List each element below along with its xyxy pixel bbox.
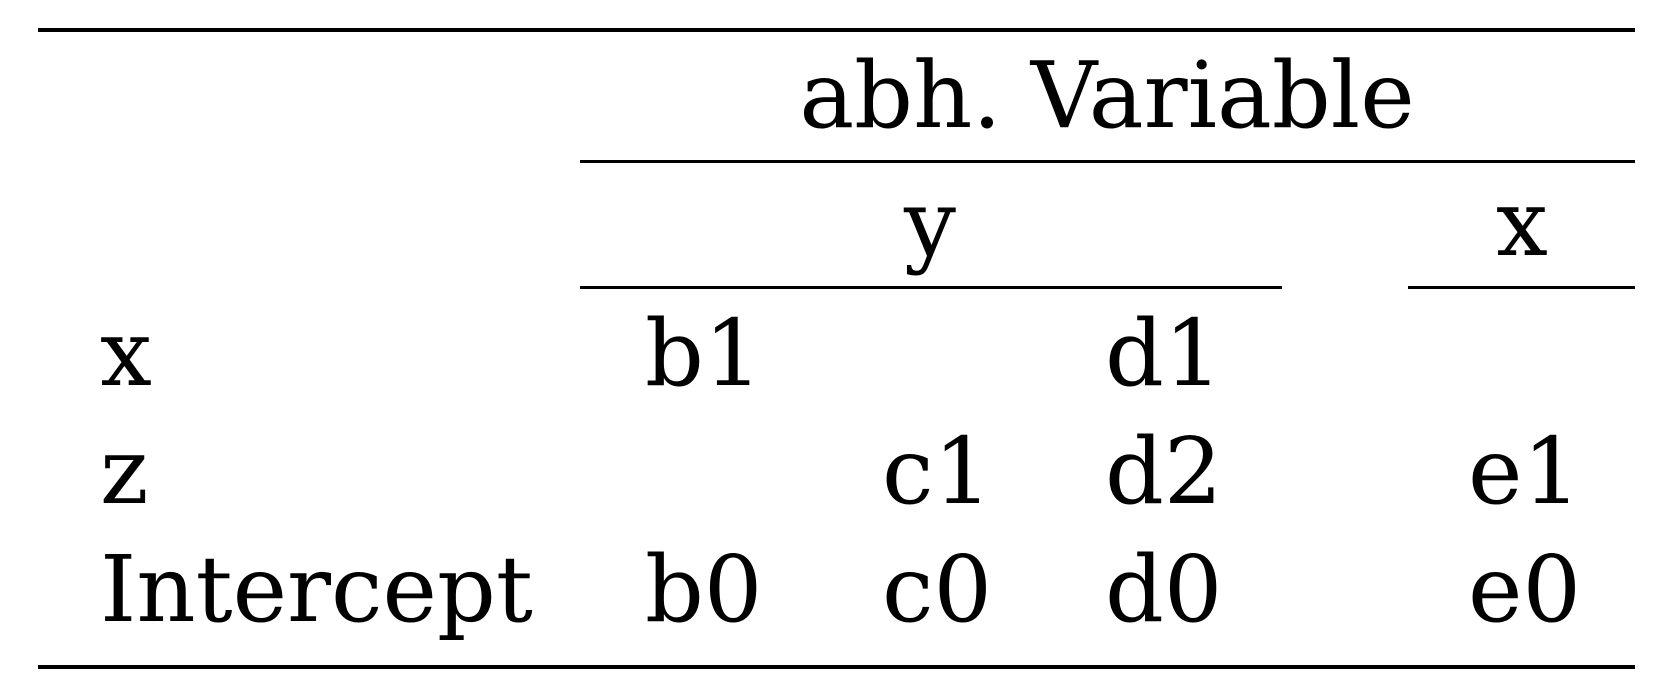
cell-intercept-b: b0 — [645, 536, 763, 643]
row-label-x: x — [100, 300, 152, 407]
cell-z-d: d2 — [1105, 418, 1223, 525]
cell-intercept-e: e0 — [1468, 536, 1581, 643]
group-rule — [580, 160, 1635, 163]
header-subgroup-x: x — [1496, 170, 1548, 277]
cell-intercept-c: c0 — [882, 536, 993, 643]
cell-z-e: e1 — [1468, 418, 1581, 525]
row-label-intercept: Intercept — [100, 536, 533, 643]
top-rule — [38, 28, 1635, 32]
header-subgroup-y: y — [904, 170, 956, 277]
cell-intercept-d: d0 — [1105, 536, 1223, 643]
subgroup-y-rule — [580, 286, 1282, 289]
cell-z-c: c1 — [882, 418, 993, 525]
bottom-rule — [38, 665, 1635, 669]
header-group-label: abh. Variable — [799, 42, 1415, 149]
row-label-z: z — [100, 418, 149, 525]
cell-x-d: d1 — [1105, 300, 1223, 407]
subgroup-x-rule — [1408, 286, 1635, 289]
cell-x-b: b1 — [645, 300, 763, 407]
